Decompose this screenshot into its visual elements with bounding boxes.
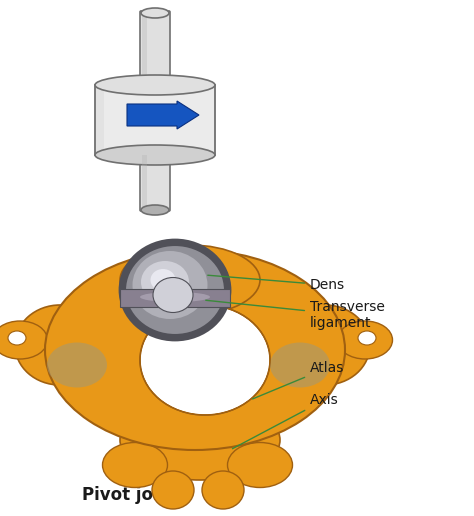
Ellipse shape xyxy=(47,343,107,388)
FancyBboxPatch shape xyxy=(140,11,170,88)
Text: Transverse
ligament: Transverse ligament xyxy=(206,300,385,330)
FancyBboxPatch shape xyxy=(140,151,170,211)
Ellipse shape xyxy=(120,400,280,480)
Ellipse shape xyxy=(153,278,193,313)
Ellipse shape xyxy=(280,305,370,385)
Ellipse shape xyxy=(358,331,376,345)
Ellipse shape xyxy=(152,471,194,509)
Ellipse shape xyxy=(120,245,260,315)
Ellipse shape xyxy=(141,205,169,215)
Ellipse shape xyxy=(125,245,225,335)
Ellipse shape xyxy=(102,443,167,488)
Ellipse shape xyxy=(141,306,269,414)
Text: Atlas: Atlas xyxy=(253,361,345,399)
Ellipse shape xyxy=(8,331,26,345)
Ellipse shape xyxy=(202,471,244,509)
Ellipse shape xyxy=(140,305,270,415)
Text: Dens: Dens xyxy=(208,275,345,292)
Text: Axis: Axis xyxy=(232,393,339,449)
Bar xyxy=(95,85,215,155)
Ellipse shape xyxy=(45,250,345,450)
Ellipse shape xyxy=(228,443,292,488)
Ellipse shape xyxy=(140,292,210,302)
Bar xyxy=(142,155,147,210)
Bar xyxy=(120,289,230,307)
Ellipse shape xyxy=(337,321,392,359)
Ellipse shape xyxy=(95,75,215,95)
Ellipse shape xyxy=(141,8,169,18)
Bar xyxy=(96,85,104,155)
Text: Pivot joint: Pivot joint xyxy=(82,486,178,504)
FancyArrow shape xyxy=(127,101,199,129)
Ellipse shape xyxy=(120,240,230,340)
Ellipse shape xyxy=(0,321,47,359)
Bar xyxy=(142,13,147,86)
Ellipse shape xyxy=(141,261,189,303)
Ellipse shape xyxy=(270,343,330,388)
Ellipse shape xyxy=(15,305,105,385)
Ellipse shape xyxy=(95,145,215,165)
Ellipse shape xyxy=(133,251,208,319)
Ellipse shape xyxy=(151,269,175,291)
